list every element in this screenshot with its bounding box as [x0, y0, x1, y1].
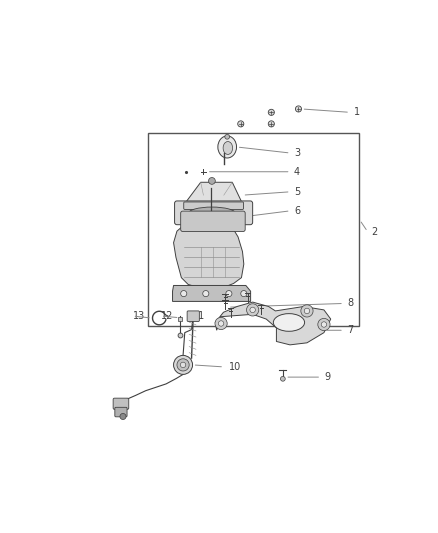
Circle shape — [268, 121, 274, 127]
Text: 12: 12 — [161, 311, 173, 321]
Bar — [202, 222, 208, 225]
Polygon shape — [173, 219, 244, 289]
Circle shape — [177, 359, 189, 371]
FancyBboxPatch shape — [187, 311, 199, 321]
Text: 6: 6 — [294, 206, 300, 216]
Text: 7: 7 — [347, 325, 353, 335]
Text: 5: 5 — [294, 187, 300, 197]
FancyBboxPatch shape — [175, 201, 253, 225]
Bar — [239, 222, 244, 225]
Bar — [223, 222, 228, 225]
Circle shape — [318, 318, 330, 330]
Polygon shape — [185, 182, 243, 204]
Circle shape — [280, 376, 285, 381]
Circle shape — [295, 106, 301, 112]
Text: 11: 11 — [193, 311, 205, 321]
Circle shape — [120, 414, 126, 419]
Text: 3: 3 — [294, 148, 300, 158]
Text: 4: 4 — [294, 167, 300, 177]
Text: 2: 2 — [371, 227, 378, 237]
FancyBboxPatch shape — [115, 407, 127, 417]
Text: 13: 13 — [133, 311, 145, 321]
Text: 8: 8 — [347, 298, 353, 309]
Circle shape — [301, 305, 313, 317]
Circle shape — [173, 356, 193, 374]
Circle shape — [180, 362, 186, 368]
Ellipse shape — [188, 207, 236, 220]
Ellipse shape — [223, 142, 233, 155]
Text: 1: 1 — [353, 107, 360, 117]
Circle shape — [268, 109, 274, 115]
Circle shape — [181, 290, 187, 297]
Circle shape — [215, 317, 227, 329]
Circle shape — [241, 290, 247, 297]
Circle shape — [203, 290, 209, 297]
Circle shape — [238, 121, 244, 127]
Circle shape — [219, 321, 224, 326]
Ellipse shape — [218, 136, 237, 158]
Polygon shape — [215, 302, 331, 345]
Circle shape — [304, 308, 310, 313]
FancyBboxPatch shape — [184, 202, 244, 209]
Circle shape — [225, 134, 230, 139]
Polygon shape — [173, 286, 251, 302]
Circle shape — [226, 290, 232, 297]
Ellipse shape — [273, 313, 304, 332]
Circle shape — [208, 177, 215, 184]
Circle shape — [250, 307, 255, 313]
Bar — [148, 133, 359, 326]
Circle shape — [247, 304, 259, 316]
Text: 10: 10 — [229, 362, 241, 372]
Bar — [185, 222, 191, 225]
Circle shape — [321, 322, 327, 327]
Text: 9: 9 — [325, 372, 331, 382]
FancyBboxPatch shape — [181, 211, 245, 231]
FancyBboxPatch shape — [113, 398, 129, 409]
